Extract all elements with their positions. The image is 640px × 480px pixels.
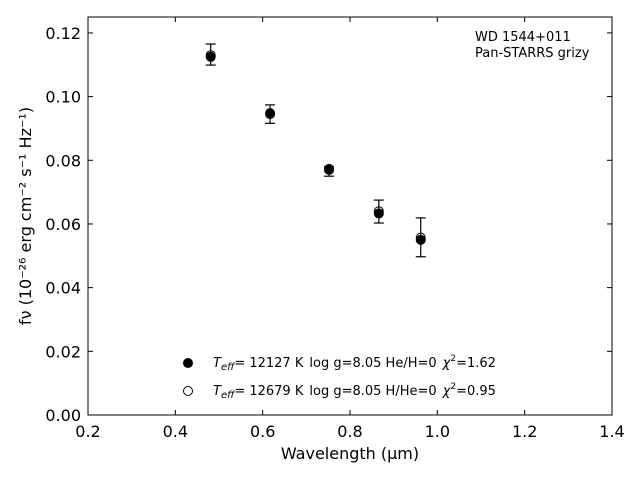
x-tick-label: 0.6 — [250, 422, 275, 441]
model-point-open — [265, 109, 276, 120]
x-tick-label: 1.4 — [599, 422, 624, 441]
legend-entry-2-rest: log g=8.05 H/He=0 — [309, 384, 436, 399]
x-axis-label: Wavelength (μm) — [281, 444, 419, 463]
ticks-layer: 0.2 0.4 0.6 0.8 1.0 1.2 1.4 0.00 0.02 0.04 0.06 0.0… — [45, 17, 625, 441]
annotation-line-1: WD 1544+011 — [475, 30, 571, 45]
y-tick-label: 0.04 — [45, 279, 81, 298]
legend-entry-1-teff: = 12127 K — [234, 356, 304, 371]
legend-entry-2-teff: = 12679 K — [234, 384, 304, 399]
y-tick-label: 0.00 — [45, 406, 81, 425]
data-layer — [205, 43, 426, 258]
legend-marker-filled — [183, 358, 193, 368]
legend-entry-2-chi: =0.95 — [456, 384, 496, 399]
x-tick-label: 0.4 — [163, 422, 188, 441]
y-tick-label: 0.12 — [45, 24, 81, 43]
x-tick-label: 1.2 — [512, 422, 537, 441]
y-axis-label: fν (10⁻²⁶ erg cm⁻² s⁻¹ Hz⁻¹) — [16, 107, 35, 325]
plot-frame — [87, 16, 613, 416]
annotation-line-2: Pan-STARRS grizy — [475, 46, 590, 61]
y-tick-label: 0.10 — [45, 88, 81, 107]
model-point-open — [373, 206, 384, 217]
model-point-open — [324, 164, 335, 175]
model-point-filled — [373, 208, 384, 219]
x-tick-label: 0.8 — [337, 422, 362, 441]
model-point-filled — [415, 234, 426, 245]
y-tick-label: 0.06 — [45, 215, 81, 234]
legend-marker-open — [183, 386, 193, 396]
model-point-open — [205, 50, 216, 61]
legend-entry-1-chi: =1.62 — [456, 356, 496, 371]
y-tick-label: 0.08 — [45, 151, 81, 170]
model-point-open — [415, 232, 426, 243]
x-tick-label: 0.2 — [75, 422, 100, 441]
y-tick-label: 0.02 — [45, 342, 81, 361]
x-tick-label: 1.0 — [425, 422, 450, 441]
legend-entry-1-rest: log g=8.05 He/H=0 — [309, 356, 436, 371]
